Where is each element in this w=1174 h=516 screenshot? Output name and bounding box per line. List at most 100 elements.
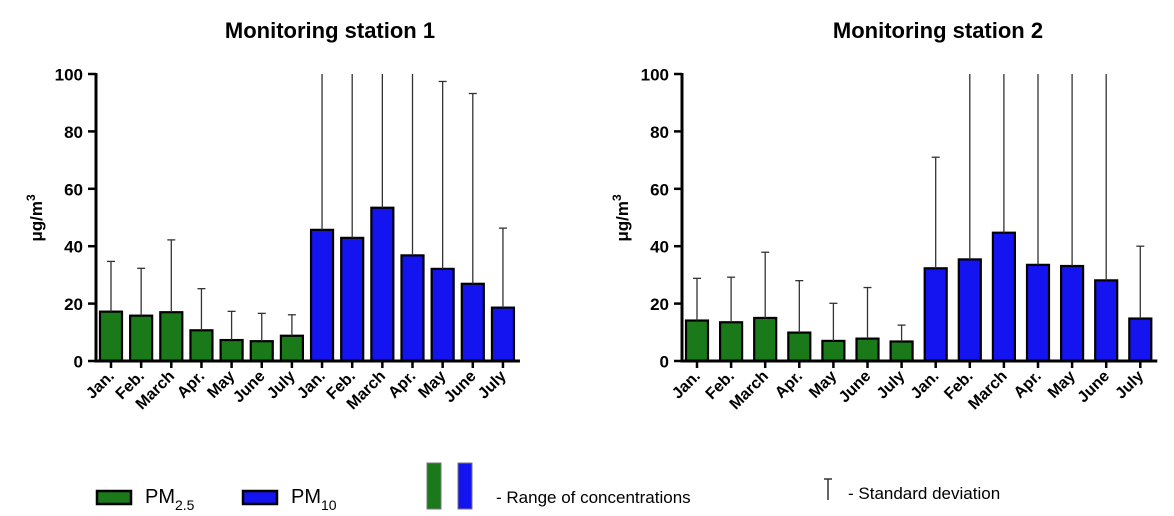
legend-label-pm10: PM10: [291, 486, 337, 511]
axes: [94, 73, 520, 363]
chart-panel-station-1: Monitoring station 1 μg/m3 020406080100 …: [24, 18, 520, 413]
bar-pm25-7: [889, 340, 914, 363]
legend: PM2.5 PM10 - Range of concentrations - S…: [95, 462, 1000, 513]
error-bar-pm10-14: [1136, 245, 1145, 319]
legend-label-pm25: PM2.5: [145, 486, 195, 511]
x-tick-label: May: [1045, 368, 1079, 402]
legend-sd-symbol: [824, 478, 832, 500]
x-tick-label: July: [264, 368, 299, 403]
legend-sd-label: - Standard deviation: [848, 484, 1000, 503]
y-axis-label: μg/m3: [610, 194, 632, 242]
y-tick-label: 80: [64, 123, 83, 142]
bar-pm25-1: [98, 310, 124, 363]
bar-pm10-13: [1094, 279, 1119, 363]
x-tick-label: Jan.: [294, 368, 329, 403]
bar-pm10-14: [490, 306, 516, 363]
x-tick-label: Apr.: [385, 368, 419, 402]
legend-swatch-pm25: [95, 489, 133, 506]
bar-pm10-12: [430, 267, 455, 363]
x-tick-label: July: [874, 368, 909, 403]
bar-pm25-6: [249, 340, 274, 363]
svg-text:μg/m3: μg/m3: [610, 194, 632, 242]
error-bar-pm25-6: [863, 286, 872, 339]
x-tick-label: June: [230, 368, 268, 406]
bar-pm25-2: [129, 314, 154, 363]
error-bar-pm25-7: [897, 324, 906, 342]
chart-title: Monitoring station 2: [833, 18, 1043, 43]
bar-pm10-13: [460, 282, 485, 363]
legend-range-swatch-blue: [457, 462, 473, 510]
chart-panel-station-2: Monitoring station 2 μg/m3 020406080100 …: [610, 18, 1158, 413]
x-tick-label: June: [441, 368, 479, 406]
bar-pm25-3: [753, 316, 778, 363]
bar-pm10-10: [991, 231, 1017, 363]
bar-pm10-11: [400, 254, 425, 363]
y-tick-label: 20: [64, 295, 83, 314]
x-tick-label: June: [836, 368, 874, 406]
y-tick-label: 40: [64, 238, 83, 257]
x-tick-label: Apr.: [174, 368, 208, 402]
error-bar-pm25-6: [257, 312, 266, 342]
svg-text:μg/m3: μg/m3: [24, 194, 46, 242]
y-ticks: 0 20 40 60 80 100: [641, 66, 682, 372]
x-tick-label: Jan.: [669, 368, 704, 403]
error-bar-pm10-13: [468, 92, 477, 284]
y-axis-label: μg/m3: [24, 194, 46, 242]
error-bar-pm25-1: [693, 277, 701, 321]
bar-pm10-9: [340, 236, 365, 363]
axes: [680, 73, 1158, 363]
bar-pm25-3: [159, 311, 184, 363]
bar-pm25-5: [821, 339, 846, 363]
y-tick-label: 100: [641, 66, 669, 85]
error-bar-pm25-5: [829, 302, 838, 341]
legend-range-label: - Range of concentrations: [496, 488, 691, 507]
error-bar-pm25-3: [167, 239, 176, 313]
y-tick-label: 0: [74, 353, 83, 372]
x-tick-label: June: [1075, 368, 1113, 406]
error-bars: [107, 74, 507, 342]
x-tick-label: Apr.: [1011, 368, 1045, 402]
error-bar-pm25-2: [137, 267, 146, 316]
y-ticks: 0 20 40 60 80 100: [55, 66, 96, 372]
bar-pm10-8: [923, 267, 948, 363]
bar-pm25-1: [684, 319, 710, 363]
error-bar-pm25-4: [795, 279, 804, 333]
bar-pm10-12: [1059, 264, 1085, 363]
error-bar-pm25-4: [197, 288, 206, 331]
x-tick-label: Jan.: [908, 368, 943, 403]
bar-pm25-6: [855, 337, 880, 363]
error-bar-pm25-2: [727, 276, 736, 323]
error-bars: [693, 74, 1145, 342]
error-bar-pm25-7: [287, 314, 296, 336]
x-ticks: Jan.Feb.MarchApr.MayJuneJulyJan.Feb.Marc…: [83, 361, 510, 413]
legend-item-pm25: PM2.5: [95, 486, 195, 513]
x-tick-label: May: [806, 368, 840, 402]
bar-pm25-7: [279, 334, 304, 363]
bar-pm10-10: [370, 206, 395, 363]
legend-item-range: - Range of concentrations: [426, 462, 691, 510]
bars: [98, 206, 516, 363]
error-bar-pm25-1: [107, 260, 115, 312]
error-bar-pm25-5: [227, 310, 236, 341]
bar-pm10-14: [1128, 317, 1153, 363]
bar-pm10-9: [957, 258, 982, 363]
error-bar-pm25-3: [761, 251, 770, 318]
y-tick-label: 80: [650, 123, 669, 142]
x-tick-label: July: [475, 368, 510, 403]
y-tick-label: 0: [660, 353, 669, 372]
y-tick-label: 40: [650, 238, 669, 257]
legend-item-sd: - Standard deviation: [824, 478, 1000, 503]
bar-pm10-8: [309, 228, 335, 363]
legend-item-pm10: PM10: [241, 486, 337, 513]
bar-pm25-4: [189, 329, 214, 363]
bar-pm25-4: [787, 331, 812, 363]
x-tick-label: Jan.: [83, 368, 118, 403]
error-bar-pm10-14: [498, 227, 507, 308]
legend-swatch-pm10: [241, 489, 279, 506]
y-tick-label: 20: [650, 295, 669, 314]
chart-title: Monitoring station 1: [225, 18, 435, 43]
y-tick-label: 60: [650, 180, 669, 199]
x-tick-label: March: [965, 368, 1010, 413]
x-tick-label: March: [727, 368, 772, 413]
